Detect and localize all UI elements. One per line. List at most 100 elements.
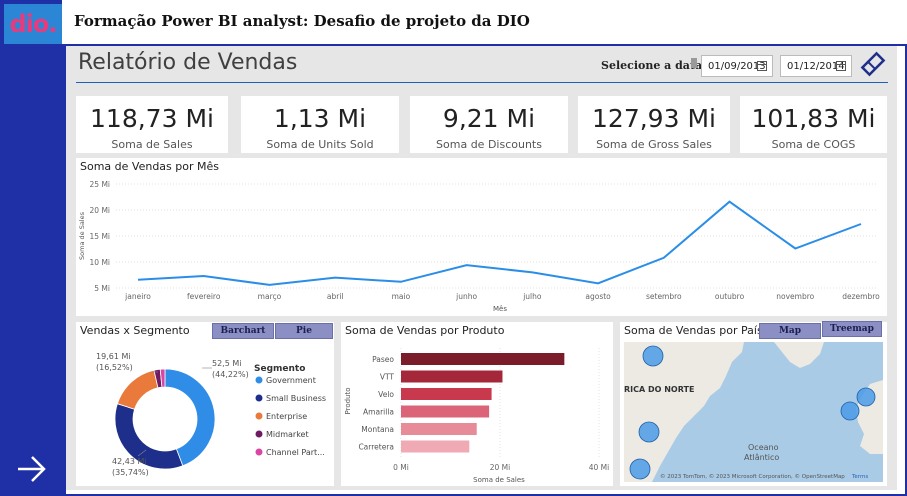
x-tick-label: maio: [392, 292, 411, 301]
start-date-input[interactable]: 01/09/2013: [701, 55, 773, 77]
legend-marker: [255, 376, 263, 384]
y-tick-label: 25 Mi: [90, 180, 110, 189]
product-bar[interactable]: [401, 440, 470, 453]
map-region-label: RICA DO NORTE: [624, 385, 694, 394]
treemap-toggle-button[interactable]: Treemap: [822, 321, 882, 337]
y-tick-label: 20 Mi: [90, 206, 110, 215]
x-tick-label: 20 Mi: [490, 463, 510, 472]
map-ocean-label-2: Atlântico: [744, 453, 779, 462]
line-chart-title: Soma de Vendas por Mês: [80, 160, 219, 173]
x-tick-label: julho: [522, 292, 542, 301]
y-tick-label: Montana: [361, 425, 394, 434]
y-tick-label: Amarilla: [363, 408, 394, 417]
logo-text: dio.: [9, 10, 57, 38]
date-slider-handle[interactable]: [691, 58, 697, 68]
line-chart-panel: Soma de Vendas por Mês 25 Mi 20 Mi 15 Mi 10…: [76, 158, 887, 316]
x-tick-label: 40 Mi: [589, 463, 609, 472]
x-tick-label: fevereiro: [187, 292, 221, 301]
kpi-value: 118,73 Mi: [90, 104, 214, 133]
product-bar[interactable]: [401, 423, 477, 435]
x-tick-label: dezembro: [842, 292, 880, 301]
report-frame: [62, 46, 907, 496]
segment-donut-panel: Vendas x Segmento Barchart Pie 52,5 Mi (…: [76, 322, 334, 486]
product-bar[interactable]: [401, 388, 492, 400]
kpi-value: 127,93 Mi: [592, 104, 716, 133]
donut-slice[interactable]: [159, 368, 166, 388]
map-bubble[interactable]: [642, 345, 664, 367]
x-tick-label: abril: [327, 292, 344, 301]
map-bubble[interactable]: [629, 458, 651, 480]
kpi-value: 101,83 Mi: [751, 104, 876, 133]
line-y-axis-label: Soma de Sales: [78, 211, 86, 260]
header-title: Formação Power BI analyst: Desafio de pr…: [74, 12, 530, 30]
donut-legend-title: Segmento: [254, 364, 305, 374]
kpi-card-units-sold: 1,13 Mi Soma de Units Sold: [241, 96, 399, 153]
kpi-label: Soma de Discounts: [436, 138, 542, 151]
calendar-icon[interactable]: [757, 61, 767, 71]
map-ocean-label: Oceano: [748, 443, 779, 452]
map-title: Soma de Vendas por País: [624, 324, 763, 337]
kpi-label: Soma de COGS: [771, 138, 856, 151]
x-tick-label: agosto: [585, 292, 611, 301]
legend-item[interactable]: Midmarket: [266, 430, 309, 439]
clear-filters-icon[interactable]: [860, 51, 886, 77]
kpi-card-cogs: 101,83 Mi Soma de COGS: [740, 96, 887, 153]
product-bar[interactable]: [401, 405, 490, 418]
donut-slice[interactable]: [116, 369, 159, 410]
donut-label-enterprise-pct: (16,52%): [96, 363, 133, 372]
product-bar[interactable]: [401, 370, 503, 383]
calendar-icon[interactable]: [836, 61, 846, 71]
end-date-value: 01/12/2014: [787, 60, 845, 72]
bar-x-axis-label: Soma de Sales: [473, 476, 525, 484]
pie-toggle-button[interactable]: Pie: [275, 323, 333, 339]
kpi-value: 1,13 Mi: [273, 104, 367, 133]
map-toggle-button[interactable]: Map: [759, 323, 821, 339]
donut-label-government: 52,5 Mi: [212, 359, 241, 368]
end-date-input[interactable]: 01/12/2014: [780, 55, 852, 77]
legend-item[interactable]: Government: [266, 376, 316, 385]
legend-item[interactable]: Enterprise: [266, 412, 307, 421]
x-tick-label: novembro: [776, 292, 814, 301]
kpi-label: Soma de Gross Sales: [596, 138, 712, 151]
donut-slice[interactable]: [164, 368, 216, 467]
kpi-card-sales: 118,73 Mi Soma de Sales: [76, 96, 228, 153]
x-tick-label: outubro: [715, 292, 745, 301]
bar-y-axis-label: Produto: [344, 387, 352, 414]
kpi-label: Soma de Sales: [111, 138, 193, 151]
segment-donut-chart[interactable]: 52,5 Mi (44,22%) 19,61 Mi (16,52%) 42,43…: [76, 322, 334, 486]
x-tick-label: janeiro: [124, 292, 151, 301]
donut-label-small-business: 42,43 Mi: [112, 457, 147, 466]
arrow-right-icon[interactable]: [14, 452, 48, 486]
line-series: [137, 200, 862, 286]
donut-label-government-pct: (44,22%): [212, 370, 249, 379]
donut-label-small-business-pct: (35,74%): [112, 468, 149, 477]
map-terms-link[interactable]: Terms: [851, 474, 868, 480]
barchart-toggle-button[interactable]: Barchart: [212, 323, 274, 339]
product-bar[interactable]: [401, 353, 565, 365]
legend-marker: [255, 448, 263, 456]
x-tick-label: junho: [455, 292, 477, 301]
product-bar-chart[interactable]: Paseo VTT Velo Amarilla Montana Carretera 0 M…: [341, 322, 613, 486]
kpi-card-discounts: 9,21 Mi Soma de Discounts: [410, 96, 568, 153]
y-tick-label: Paseo: [372, 355, 394, 364]
date-filter-label: Selecione a data:: [601, 59, 707, 72]
legend-marker: [255, 412, 263, 420]
kpi-label: Soma de Units Sold: [266, 138, 374, 151]
kpi-value: 9,21 Mi: [442, 104, 536, 133]
product-bar-panel: Soma de Vendas por Produto Paseo VTT Velo A…: [341, 322, 613, 486]
map-bubble[interactable]: [638, 421, 660, 443]
x-tick-label: 0 Mi: [393, 463, 409, 472]
donut-title: Vendas x Segmento: [80, 324, 190, 337]
line-chart[interactable]: 25 Mi 20 Mi 15 Mi 10 Mi 5 Mi janeiro fevereir…: [76, 158, 887, 316]
x-tick-label: março: [258, 292, 282, 301]
legend-item[interactable]: Small Business: [266, 394, 326, 403]
y-tick-label: VTT: [380, 373, 395, 382]
map-bubble[interactable]: [840, 401, 860, 421]
world-map[interactable]: RICA DO NORTE Oceano Atlântico © 2023 To…: [624, 342, 883, 482]
y-tick-label: Velo: [378, 390, 394, 399]
left-nav-bar: dio.: [0, 0, 62, 496]
dio-logo: dio.: [4, 4, 62, 44]
map-bubble[interactable]: [856, 387, 876, 407]
legend-item[interactable]: Channel Part...: [266, 448, 325, 457]
